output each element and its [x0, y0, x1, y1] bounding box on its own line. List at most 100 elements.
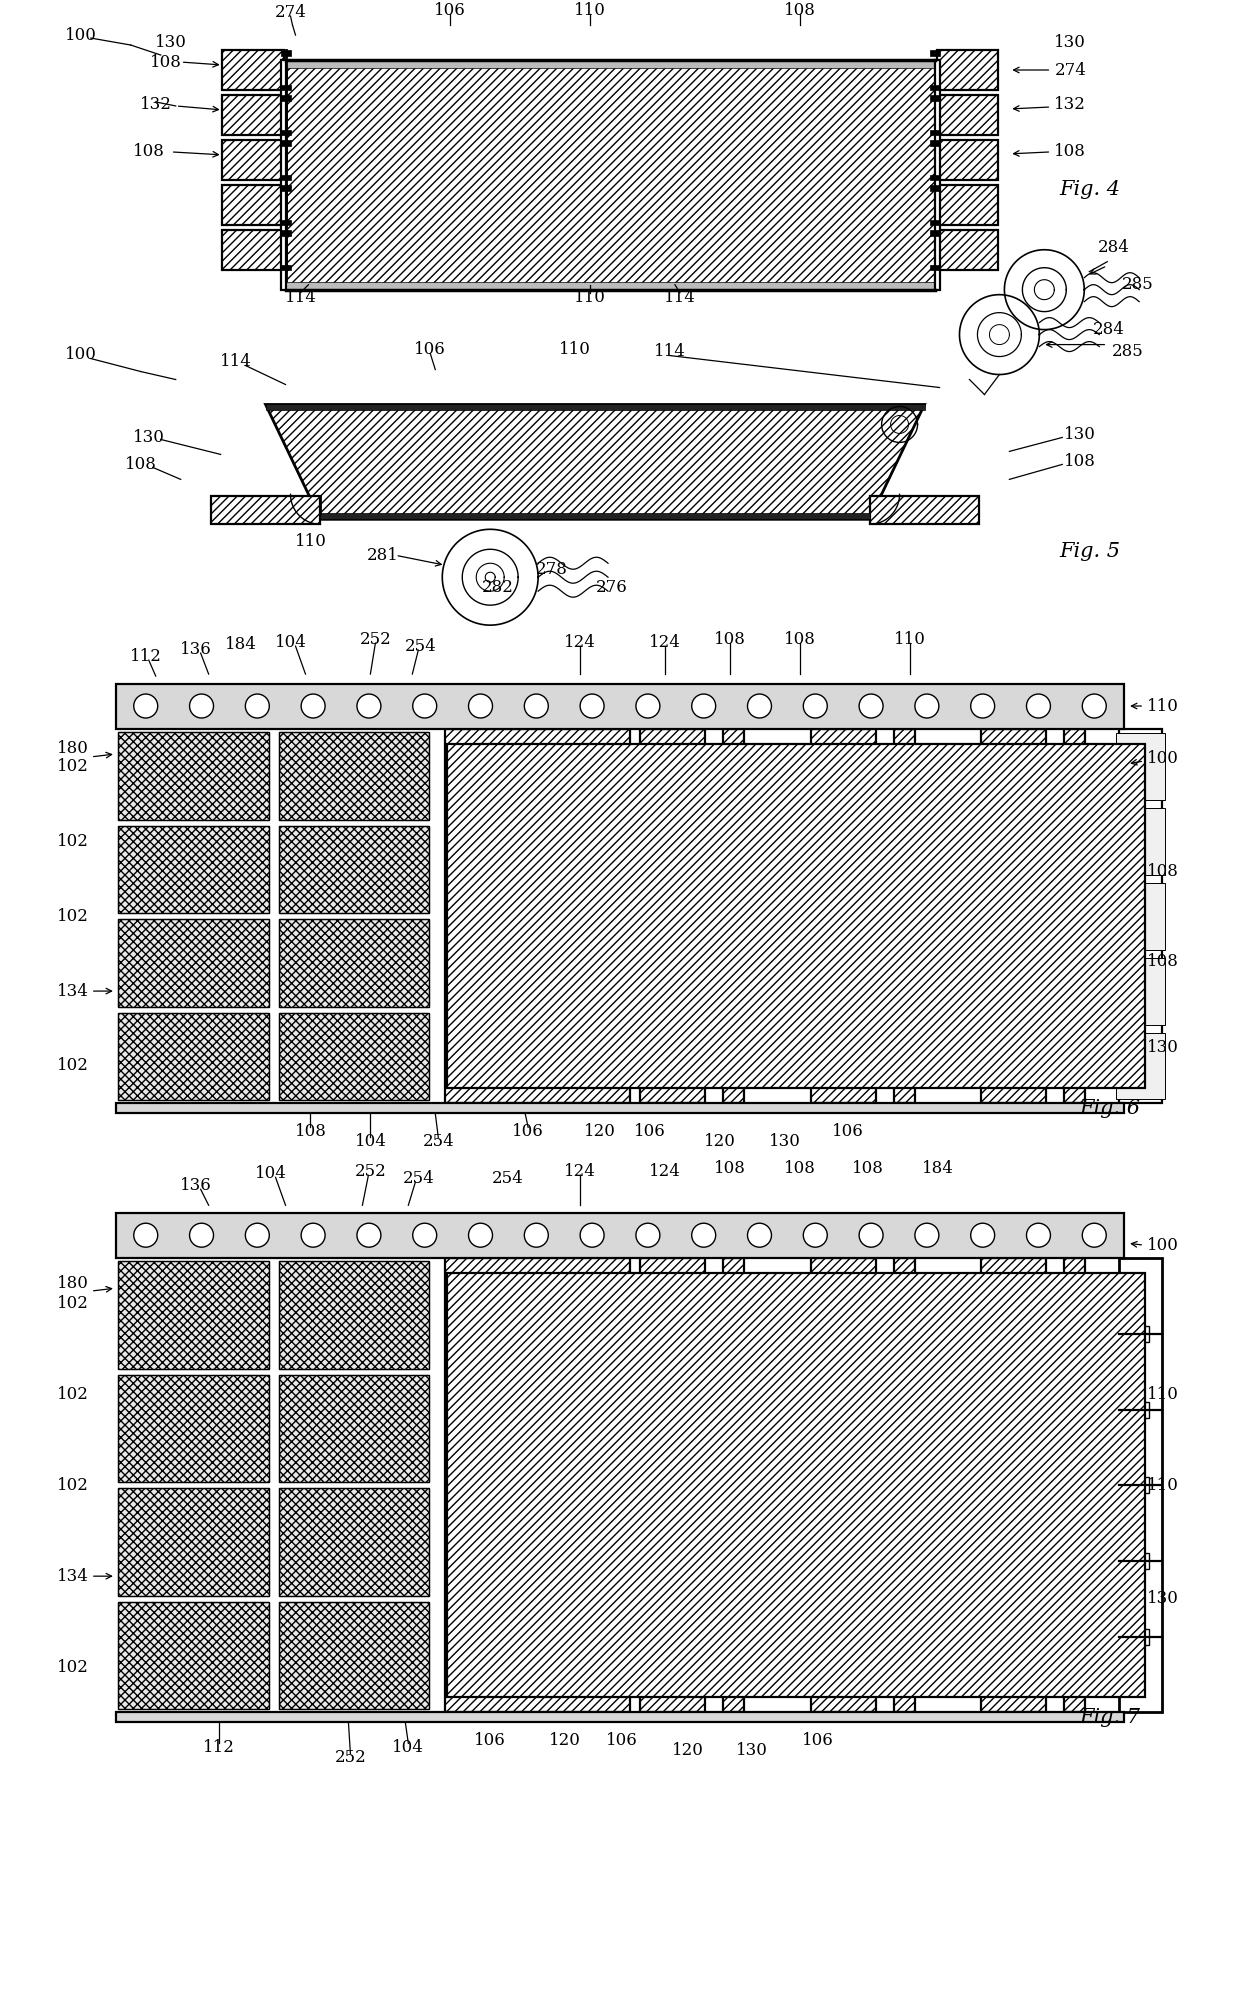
Bar [279, 733, 429, 819]
Bar [448, 1272, 1146, 1698]
Bar [936, 140, 998, 181]
Text: 274: 274 [274, 4, 306, 20]
Circle shape [190, 1222, 213, 1246]
Circle shape [804, 694, 827, 719]
Bar [115, 1712, 1125, 1722]
Bar [280, 50, 290, 56]
Text: 132: 132 [1054, 96, 1086, 114]
Bar [894, 1258, 915, 1712]
Circle shape [580, 694, 604, 719]
Text: 254: 254 [492, 1170, 525, 1186]
Text: 282: 282 [482, 578, 515, 596]
Text: 254: 254 [423, 1132, 454, 1150]
Text: 106: 106 [434, 2, 466, 18]
Bar [118, 919, 269, 1008]
Bar [118, 1014, 269, 1100]
Bar [279, 1014, 429, 1100]
Text: 102: 102 [57, 833, 89, 849]
Bar [930, 130, 940, 134]
Bar [280, 84, 290, 90]
Bar [445, 1258, 630, 1712]
Text: 106: 106 [475, 1732, 506, 1748]
Bar [279, 1375, 429, 1483]
Circle shape [915, 694, 939, 719]
Circle shape [246, 694, 269, 719]
Bar [279, 1260, 429, 1369]
Bar [285, 60, 935, 289]
Bar [118, 1375, 269, 1483]
Bar [280, 265, 290, 269]
Bar [222, 94, 284, 134]
Circle shape [748, 1222, 771, 1246]
Circle shape [636, 694, 660, 719]
Bar [894, 729, 915, 1104]
Text: 100: 100 [1147, 751, 1179, 767]
Text: 114: 114 [284, 289, 316, 307]
Bar [280, 94, 290, 100]
Circle shape [859, 1222, 883, 1246]
Bar [279, 919, 429, 1008]
Text: 110: 110 [894, 630, 925, 648]
Circle shape [301, 1222, 325, 1246]
Circle shape [246, 1222, 269, 1246]
Text: 104: 104 [392, 1738, 424, 1756]
Circle shape [971, 1222, 994, 1246]
Text: 281: 281 [367, 546, 398, 564]
Bar [211, 496, 320, 524]
Bar [118, 1489, 269, 1596]
Bar [118, 919, 269, 1008]
Bar [118, 1260, 269, 1369]
Circle shape [134, 1222, 157, 1246]
Text: 106: 106 [606, 1732, 637, 1748]
Text: 124: 124 [649, 634, 681, 650]
Bar [118, 733, 269, 819]
Text: 180: 180 [57, 1274, 89, 1293]
Text: 106: 106 [634, 1122, 666, 1140]
Text: 134: 134 [57, 1567, 89, 1586]
Bar [279, 1489, 429, 1596]
Bar [279, 1602, 429, 1710]
Text: 252: 252 [335, 1748, 366, 1766]
Text: 284: 284 [1099, 239, 1130, 257]
Text: 184: 184 [224, 636, 257, 652]
Circle shape [469, 1222, 492, 1246]
Text: 108: 108 [784, 2, 816, 18]
Bar [115, 1104, 1125, 1114]
Text: 130: 130 [155, 34, 187, 50]
Text: 130: 130 [133, 429, 165, 446]
Text: 285: 285 [1121, 277, 1153, 293]
Circle shape [804, 1222, 827, 1246]
Bar [118, 825, 269, 913]
Bar [1120, 1258, 1162, 1712]
Text: 252: 252 [355, 1162, 387, 1180]
Bar [222, 185, 284, 225]
Bar [935, 60, 940, 289]
Text: 110: 110 [1147, 1477, 1179, 1493]
Bar [280, 60, 285, 289]
Bar [930, 229, 940, 235]
Circle shape [859, 694, 883, 719]
Text: 102: 102 [57, 907, 89, 925]
Text: 114: 114 [653, 343, 686, 359]
Text: 108: 108 [295, 1122, 326, 1140]
Text: 130: 130 [735, 1742, 768, 1758]
Text: 102: 102 [57, 1295, 89, 1313]
Bar [118, 1602, 269, 1710]
Bar [1120, 1553, 1149, 1569]
Polygon shape [265, 405, 925, 520]
Bar [930, 140, 940, 147]
Circle shape [971, 694, 994, 719]
Bar [285, 281, 935, 289]
Bar [448, 745, 1146, 1088]
Text: 274: 274 [1054, 62, 1086, 78]
Circle shape [134, 694, 157, 719]
Text: 106: 106 [802, 1732, 833, 1748]
Text: 136: 136 [180, 1176, 212, 1194]
Circle shape [1027, 1222, 1050, 1246]
Text: 106: 106 [414, 341, 446, 357]
Text: 124: 124 [564, 634, 596, 650]
Bar [280, 221, 290, 225]
Bar [936, 50, 998, 90]
Text: 278: 278 [536, 560, 568, 578]
Circle shape [357, 1222, 381, 1246]
